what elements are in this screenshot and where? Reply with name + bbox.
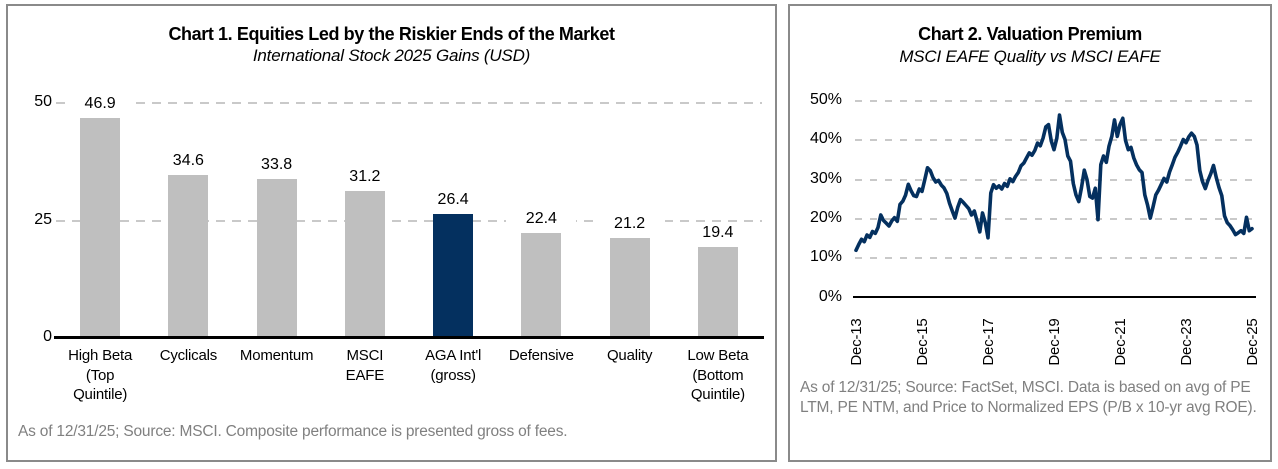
y-tick: 40% xyxy=(809,130,842,148)
category-label: Low Beta (Bottom Quintile) xyxy=(687,347,749,403)
bar-value-label: 19.4 xyxy=(682,223,753,242)
bar-6 xyxy=(609,238,650,338)
chart1-subtitle: International Stock 2025 Gains (USD) xyxy=(252,46,531,65)
chart1-footnote: As of 12/31/25; Source: MSCI. Composite … xyxy=(18,423,568,440)
y-tick: 20% xyxy=(809,208,842,226)
gridline-50 xyxy=(855,100,1256,102)
gridline-30 xyxy=(855,178,1256,181)
gridline-25 xyxy=(56,219,762,222)
chart1-gridlines xyxy=(56,102,762,338)
bar-value-label: 33.8 xyxy=(241,156,312,175)
x-tick: Dec-15 xyxy=(914,318,931,366)
chart2-x-axis-line xyxy=(853,296,1256,299)
x-tick: Dec-23 xyxy=(1178,318,1195,366)
valuation-premium-line xyxy=(854,113,1254,253)
chart2-panel: Chart 2. Valuation Premium MSCI EAFE Qua… xyxy=(788,4,1272,462)
y-tick: 0% xyxy=(818,287,842,305)
category-label: Momentum xyxy=(239,347,314,364)
x-tick: Dec-13 xyxy=(848,318,865,366)
y-tick: 25 xyxy=(34,210,52,228)
y-tick: 0 xyxy=(43,328,52,345)
category-label: Defensive xyxy=(508,347,574,364)
bar-value-label: 34.6 xyxy=(153,152,224,171)
bar-1 xyxy=(168,175,209,338)
chart1-title: Chart 1. Equities Led by the Riskier End… xyxy=(168,24,615,44)
bar-3 xyxy=(344,191,385,338)
chart2-line-plot xyxy=(854,113,1254,253)
bar-0 xyxy=(80,117,121,338)
gridline-20 xyxy=(855,217,1256,220)
bar-2 xyxy=(256,179,297,338)
bar-5 xyxy=(521,232,562,338)
chart1-panel: Chart 1. Equities Led by the Riskier End… xyxy=(6,4,777,462)
y-tick: 30% xyxy=(809,169,842,187)
category-label: MSCI EAFE xyxy=(345,347,385,384)
chart1-x-axis-line xyxy=(54,336,764,339)
chart2-y-axis: 0% 10% 20% 30% 40% 50% xyxy=(790,6,842,326)
bar-4 xyxy=(433,213,474,338)
chart2-subtitle: MSCI EAFE Quality vs MSCI EAFE xyxy=(899,47,1161,66)
bar-7 xyxy=(697,246,738,338)
bar-value-label: 26.4 xyxy=(418,190,489,209)
x-tick: Dec-17 xyxy=(980,318,997,366)
x-tick: Dec-25 xyxy=(1244,318,1261,366)
category-label: Cyclicals xyxy=(159,347,218,364)
bar-value-label: 31.2 xyxy=(329,168,400,187)
category-label: AGA Int'l (gross) xyxy=(425,347,482,384)
y-tick: 50 xyxy=(34,93,52,110)
chart2-title: Chart 2. Valuation Premium xyxy=(918,24,1142,44)
gridline-50 xyxy=(56,102,762,104)
bar-value-label: 22.4 xyxy=(506,209,577,228)
x-tick: Dec-21 xyxy=(1112,318,1129,366)
y-tick: 10% xyxy=(809,248,842,266)
bar-value-label: 21.2 xyxy=(594,215,665,234)
chart1-y-axis: 0 25 50 xyxy=(8,93,52,345)
gridline-10 xyxy=(855,257,1256,260)
y-tick: 50% xyxy=(809,91,842,108)
chart1-bars: 46.9 34.6 33.8 31.2 26.4 22.4 21.2 19.4 xyxy=(56,94,762,338)
chart2-footnote: As of 12/31/25; Source: FactSet, MSCI. D… xyxy=(800,379,1257,417)
category-label: High Beta (Top Quintile) xyxy=(68,347,133,403)
bar-value-label: 46.9 xyxy=(65,94,136,113)
x-tick: Dec-19 xyxy=(1046,318,1063,366)
category-label: Quality xyxy=(606,347,653,364)
